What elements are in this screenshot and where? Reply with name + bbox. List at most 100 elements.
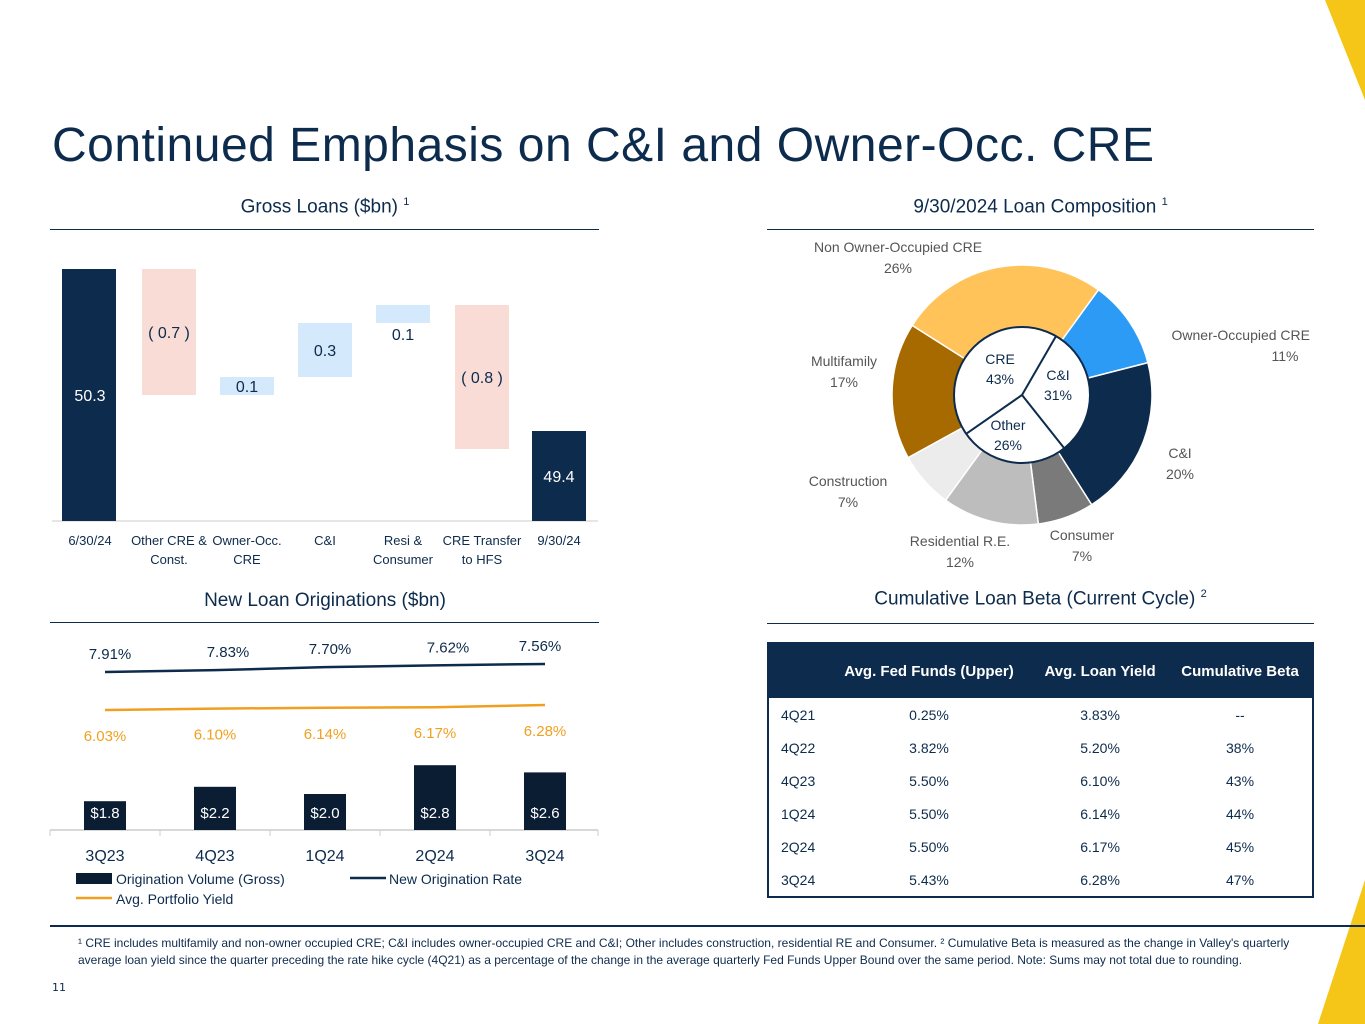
slice-percent-label: 20% bbox=[1166, 466, 1194, 482]
bar-value-label: $2.0 bbox=[310, 805, 339, 822]
rate-label: 7.83% bbox=[207, 644, 250, 661]
bar-value-label: 0.1 bbox=[236, 379, 258, 396]
col-header bbox=[768, 643, 826, 698]
waterfall-bar bbox=[532, 431, 586, 521]
category-label: Resi & Consumer bbox=[373, 533, 434, 567]
slice-name-label: Residential R.E. bbox=[910, 533, 1010, 549]
table-cell: 38% bbox=[1226, 739, 1255, 756]
table-cell: -- bbox=[1235, 706, 1245, 723]
col-header: Cumulative Beta bbox=[1168, 643, 1313, 698]
inner-divider bbox=[1021, 394, 1066, 449]
table-row: 3Q24 5.43% 6.28% 47% bbox=[768, 863, 1313, 897]
table-cell: 5.43% bbox=[909, 871, 949, 888]
table-cell: 6.17% bbox=[1080, 838, 1120, 855]
table-cell: 2Q24 bbox=[781, 838, 816, 855]
table-row: 4Q22 3.82% 5.20% 38% bbox=[768, 731, 1313, 764]
table-cell: 1Q24 bbox=[781, 805, 816, 822]
table-cell: 5.50% bbox=[909, 838, 949, 855]
legend-label: Origination Volume (Gross) bbox=[116, 871, 285, 887]
portfolio-yield-line bbox=[104, 703, 546, 712]
legend-swatch-volume bbox=[76, 873, 112, 884]
category-label: Other CRE & Const. bbox=[131, 533, 207, 567]
col-header: Avg. Fed Funds (Upper) bbox=[825, 643, 1033, 698]
origination-bar bbox=[84, 801, 126, 830]
inner-slice-percent: 26% bbox=[994, 437, 1022, 453]
slice-percent-label: 7% bbox=[838, 494, 858, 510]
inner-slice-name: Other bbox=[990, 417, 1025, 433]
bar-value-label: $2.6 bbox=[530, 805, 559, 822]
table-cell: 44% bbox=[1226, 805, 1255, 822]
table-row: 4Q23 5.50% 6.10% 43% bbox=[768, 764, 1313, 797]
table-cell: 5.20% bbox=[1080, 739, 1120, 756]
slice-name-label: Non Owner-Occupied CRE bbox=[814, 239, 982, 255]
inner-divider bbox=[1021, 335, 1057, 396]
table-cell: 3Q24 bbox=[781, 871, 816, 888]
table-cell: 43% bbox=[1226, 772, 1255, 789]
waterfall-bar bbox=[455, 305, 509, 449]
category-label: Owner-Occ. CRE bbox=[212, 533, 281, 567]
category-label: 2Q24 bbox=[415, 848, 454, 865]
category-label: 9/30/24 bbox=[537, 533, 580, 548]
yield-label: 6.28% bbox=[524, 723, 567, 740]
bar-value-label: ( 0.7 ) bbox=[148, 325, 190, 342]
table-row: 1Q24 5.50% 6.14% 44% bbox=[768, 797, 1313, 830]
new-originations-title: New Loan Originations ($bn) bbox=[204, 590, 446, 611]
page-number: 11 bbox=[52, 981, 66, 994]
inner-slice-percent: 43% bbox=[986, 371, 1014, 387]
footnote: ¹ CRE includes multifamily and non-owner… bbox=[78, 936, 1290, 967]
yield-label: 6.14% bbox=[304, 726, 347, 743]
origination-bar bbox=[524, 772, 566, 830]
rate-label: 7.56% bbox=[519, 638, 562, 655]
bar-value-label: $1.8 bbox=[90, 805, 119, 822]
rate-label: 7.62% bbox=[427, 639, 470, 656]
origination-bar bbox=[304, 794, 346, 830]
table-cell: 47% bbox=[1226, 871, 1255, 888]
waterfall-bar bbox=[298, 323, 352, 377]
loan-beta-title: Cumulative Loan Beta (Current Cycle) 2 bbox=[874, 588, 1207, 610]
bar-value-label: 0.3 bbox=[314, 343, 336, 360]
slice-percent-label: 12% bbox=[946, 554, 974, 570]
origination-bar bbox=[414, 765, 456, 830]
new-origination-rate-line bbox=[104, 662, 546, 674]
legend-label: New Origination Rate bbox=[389, 871, 522, 887]
col-header: Avg. Loan Yield bbox=[1032, 643, 1169, 698]
table-cell: 5.50% bbox=[909, 805, 949, 822]
bar-value-label: 0.1 bbox=[392, 327, 414, 344]
waterfall-bar bbox=[62, 269, 116, 521]
table-cell: 4Q22 bbox=[781, 739, 816, 756]
bar-value-label: ( 0.8 ) bbox=[461, 370, 503, 387]
slice-name-label: Consumer bbox=[1050, 527, 1115, 543]
table-cell: 4Q21 bbox=[781, 706, 816, 723]
loan-composition-donut-chart: Owner-Occupied CRE 11% C&I 20% Consumer 7% Res… bbox=[809, 239, 1310, 570]
table-cell: 3.82% bbox=[909, 739, 949, 756]
slice-percent-label: 17% bbox=[830, 374, 858, 390]
table-cell: 3.83% bbox=[1080, 706, 1120, 723]
new-originations-chart: $1.8 3Q23 $2.2 4Q23 $2.0 1Q24 $2.8 2Q24 $2.6 3Q24… bbox=[49, 638, 599, 907]
table-cell: 0.25% bbox=[909, 706, 949, 723]
yield-label: 6.17% bbox=[414, 725, 457, 742]
inner-slice-percent: 31% bbox=[1044, 387, 1072, 403]
bar-value-label: $2.2 bbox=[200, 805, 229, 822]
slice-name-label: C&I bbox=[1168, 445, 1191, 461]
loan-beta-table: Avg. Fed Funds (Upper) Avg. Loan Yield C… bbox=[767, 642, 1314, 898]
category-label: C&I bbox=[314, 533, 336, 548]
gross-loans-waterfall-chart: 50.3 6/30/24 ( 0.7 ) Other CRE & Const. 0.1 Ow… bbox=[52, 269, 598, 567]
loan-composition-title: 9/30/2024 Loan Composition 1 bbox=[913, 196, 1168, 218]
legend-label: Avg. Portfolio Yield bbox=[116, 891, 233, 907]
table-cell: 6.14% bbox=[1080, 805, 1120, 822]
slice-percent-label: 11% bbox=[1272, 348, 1299, 364]
category-label: 3Q24 bbox=[525, 848, 564, 865]
gross-loans-title: Gross Loans ($bn) 1 bbox=[240, 196, 410, 218]
table-cell: 6.28% bbox=[1080, 871, 1120, 888]
waterfall-bar bbox=[376, 305, 430, 323]
category-label: 3Q23 bbox=[85, 848, 124, 865]
slice-name-label: Construction bbox=[809, 473, 888, 489]
inner-divider bbox=[965, 394, 1023, 435]
table-cell: 5.50% bbox=[909, 772, 949, 789]
inner-slice-name: C&I bbox=[1046, 367, 1069, 383]
bar-value-label: $2.8 bbox=[420, 805, 449, 822]
rate-label: 7.70% bbox=[309, 641, 352, 658]
origination-bar bbox=[194, 786, 236, 830]
category-label: 1Q24 bbox=[305, 848, 344, 865]
yield-label: 6.10% bbox=[194, 727, 237, 744]
